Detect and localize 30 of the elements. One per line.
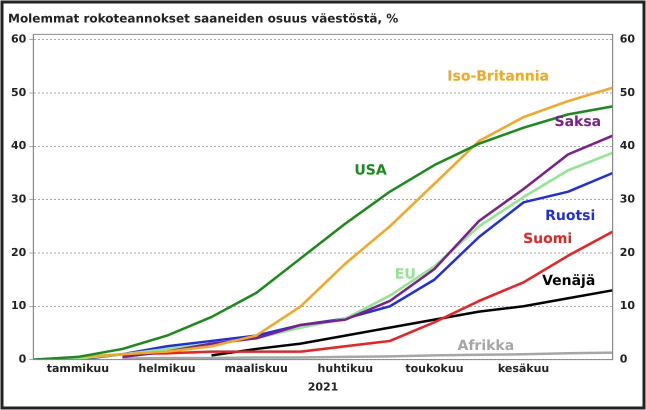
series-label: USA <box>354 162 387 179</box>
y-tick-label: 40 <box>10 139 27 152</box>
x-axis-title: 2021 <box>308 380 338 394</box>
y-tick-label: 50 <box>10 86 27 99</box>
series-label: Suomi <box>523 230 572 247</box>
x-tick-label: tammikuu <box>46 362 110 376</box>
x-tick-label: toukokuu <box>405 362 464 376</box>
y2-tick-label: 0 <box>620 352 628 366</box>
series-label: Saksa <box>554 114 602 130</box>
series-label: Venäjä <box>542 273 596 290</box>
x-tick-label: kesäkuu <box>498 362 550 376</box>
series-label: Iso-Britannia <box>447 68 549 84</box>
y2-tick-label: 40 <box>620 139 636 152</box>
y2-tick-label: 20 <box>620 246 636 259</box>
y2-tick-label: 50 <box>620 86 636 99</box>
x-tick-label: maaliskuu <box>224 362 288 376</box>
y2-tick-label: 60 <box>620 32 636 46</box>
y-tick-label: 30 <box>10 192 27 206</box>
y-tick-label: 0 <box>18 352 27 366</box>
chart-title: Molemmat rokoteannokset saaneiden osuus väestöstä, % <box>8 11 398 26</box>
x-tick-label: helmikuu <box>138 362 196 376</box>
y-tick-label: 60 <box>10 32 27 46</box>
y-tick-label: 20 <box>10 246 27 259</box>
series-label: Afrikka <box>457 338 514 354</box>
y2-tick-label: 30 <box>620 192 636 206</box>
y2-tick-label: 10 <box>620 299 636 312</box>
series-label: Ruotsi <box>545 208 596 224</box>
series-label: EU <box>394 266 416 283</box>
y-tick-label: 10 <box>10 299 27 312</box>
x-tick-label: huhtikuu <box>318 362 374 376</box>
